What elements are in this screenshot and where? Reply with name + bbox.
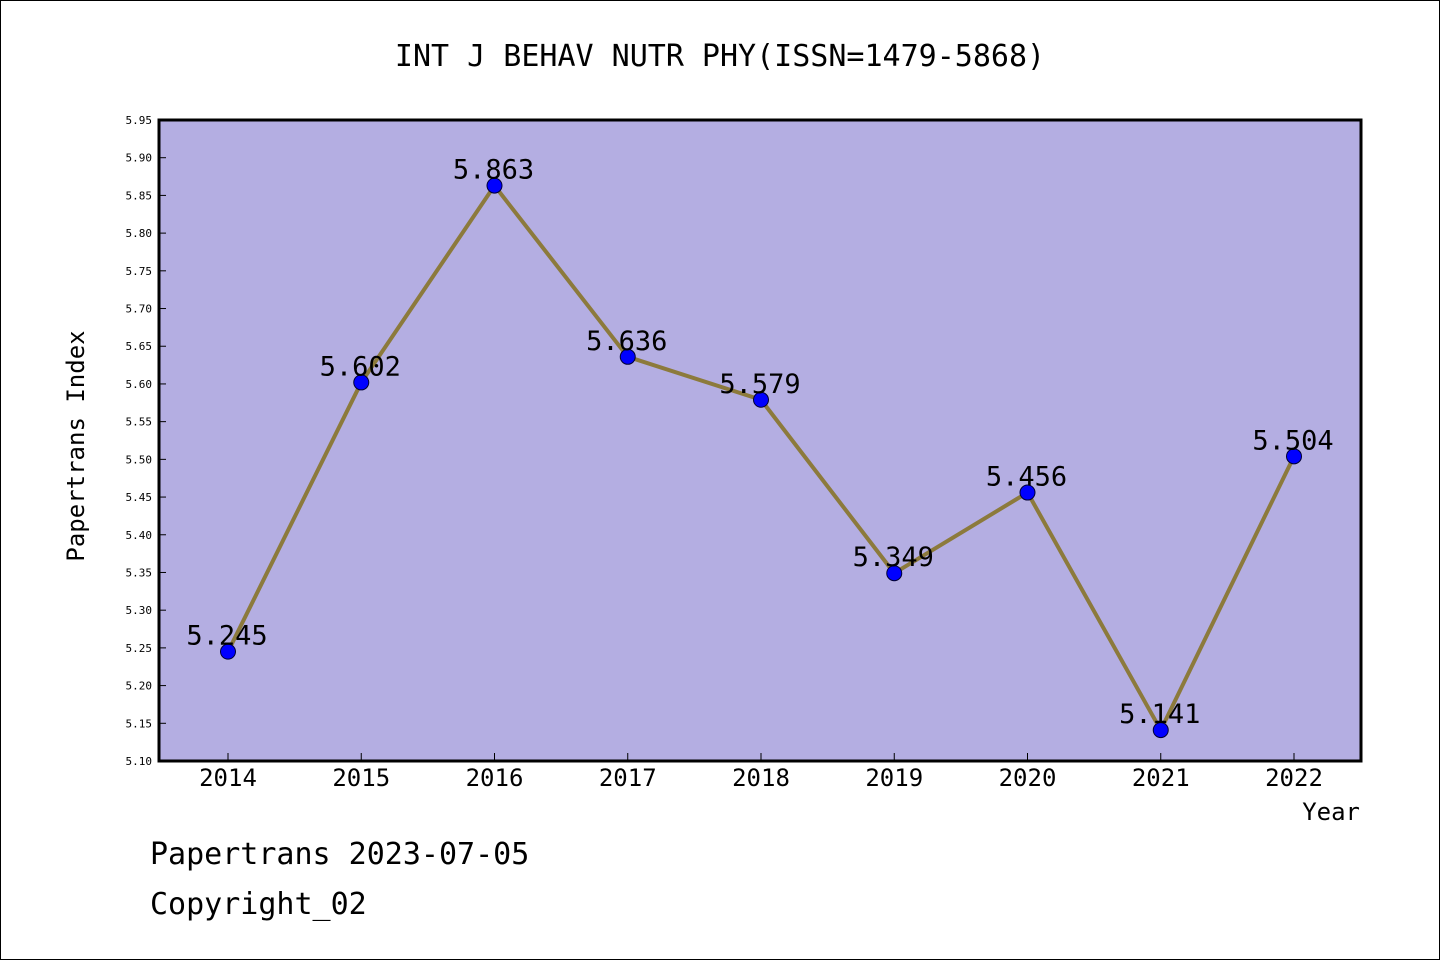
x-tick-label: 2019 — [865, 764, 923, 792]
x-tick-label: 2021 — [1132, 764, 1190, 792]
data-label: 5.349 — [853, 542, 934, 573]
data-label: 5.579 — [719, 369, 800, 400]
chart-title: INT J BEHAV NUTR PHY(ISSN=1479-5868) — [395, 39, 1045, 74]
data-point — [1152, 722, 1169, 739]
data-point — [1019, 484, 1036, 501]
y-tick-label: 5.35 — [126, 566, 153, 579]
y-tick-label: 5.65 — [126, 340, 153, 353]
y-tick-label: 5.10 — [126, 755, 153, 768]
data-label: 5.602 — [320, 351, 401, 382]
data-labels: 5.245 5.602 5.863 5.636 5.579 5.349 5.456 5.141… — [186, 155, 1333, 730]
data-point — [220, 643, 236, 660]
y-tick-label: 5.15 — [126, 717, 153, 730]
x-tick-label: 2015 — [332, 764, 390, 792]
y-tick-label: 5.70 — [126, 303, 153, 316]
data-point — [486, 177, 503, 194]
x-tick-label: 2022 — [1265, 764, 1323, 792]
y-tick-label: 5.25 — [126, 642, 153, 655]
plot-border — [157, 118, 1363, 763]
y-tick-label: 5.20 — [126, 680, 153, 693]
data-label: 5.141 — [1119, 699, 1200, 730]
y-tick-label: 5.90 — [126, 152, 153, 165]
x-tick-label: 2020 — [999, 764, 1057, 792]
plot-area — [159, 120, 1361, 761]
y-tick-label: 5.75 — [126, 265, 153, 278]
x-tick-label: 2017 — [599, 764, 657, 792]
data-point — [1286, 448, 1302, 465]
footer-copyright: Copyright_02 — [150, 887, 367, 922]
data-point — [886, 565, 903, 582]
y-axis-label: Papertrans Index — [62, 330, 90, 561]
data-point — [353, 374, 370, 391]
y-tick-label: 5.50 — [126, 453, 153, 466]
y-tick-label: 5.40 — [126, 529, 153, 542]
x-axis-label: Year — [1302, 798, 1360, 826]
x-axis: 2014 2015 2016 2017 2018 2019 2020 2021 2022 — [199, 753, 1323, 792]
data-label: 5.456 — [986, 462, 1067, 493]
data-label: 5.863 — [453, 155, 534, 186]
data-label: 5.504 — [1252, 425, 1333, 456]
data-label: 5.245 — [186, 621, 267, 652]
y-tick-label: 5.80 — [126, 227, 153, 240]
data-label: 5.636 — [586, 326, 667, 357]
y-tick-label: 5.60 — [126, 378, 153, 391]
y-tick-label: 5.85 — [126, 189, 153, 202]
data-point — [753, 391, 769, 408]
data-point — [619, 348, 636, 365]
x-tick-label: 2016 — [466, 764, 524, 792]
x-tick-label: 2018 — [732, 764, 790, 792]
footer-date: Papertrans 2023-07-05 — [150, 837, 529, 872]
y-tick-label: 5.45 — [126, 491, 153, 504]
y-tick-label: 5.55 — [126, 416, 153, 429]
x-tick-label: 2014 — [199, 764, 257, 792]
data-markers — [220, 177, 1302, 739]
y-tick-label: 5.95 — [126, 114, 153, 127]
y-tick-label: 5.30 — [126, 604, 153, 617]
